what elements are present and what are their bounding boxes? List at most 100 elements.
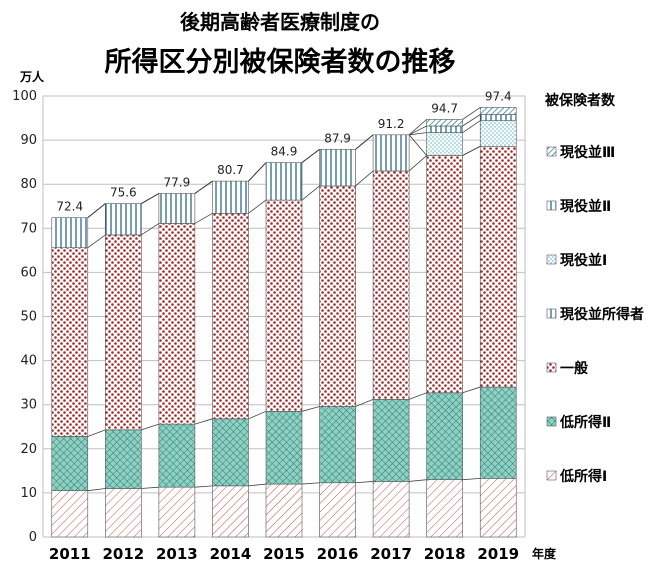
bar-segment: [426, 119, 463, 127]
series-line: [87, 429, 106, 437]
bar-segment: [426, 392, 463, 480]
y-tick-label: 0: [29, 530, 37, 545]
bar-segment: [212, 213, 249, 420]
series-line: [462, 120, 481, 133]
series-line: [141, 223, 160, 236]
legend-label: 低所得Ⅰ: [559, 468, 607, 485]
series-line: [355, 134, 374, 150]
y-tick-label: 50: [20, 310, 37, 325]
x-tick-label: 2014: [210, 545, 252, 563]
legend-swatch: [546, 362, 557, 373]
bar-segment: [372, 481, 410, 538]
y-tick-label: 60: [20, 265, 37, 280]
bar-segment: [479, 107, 517, 115]
bar-segment: [158, 486, 196, 538]
series-line: [355, 399, 374, 407]
x-tick-label: 2016: [317, 545, 359, 563]
legend-title: 被保険者数: [545, 93, 615, 109]
bar-segment: [158, 193, 196, 224]
legend-label: 現役並Ⅰ: [560, 252, 607, 269]
bar-segment: [265, 483, 303, 538]
series-line: [462, 477, 481, 481]
legend-swatch: [546, 200, 557, 211]
bar-segment: [319, 149, 356, 187]
data-labels: 72.4 75.6 77.9 80.7 84.9 87.9 91.2 94.7 97.4: [56, 89, 511, 213]
total-data-label: 94.7: [431, 101, 458, 115]
series-line: [408, 392, 427, 400]
legend-swatch: [546, 416, 557, 427]
series-line: [141, 423, 160, 431]
series-line: [301, 185, 320, 201]
bar-segment: [319, 406, 356, 484]
series-line: [248, 162, 267, 182]
legend-label: 現役並所得者: [560, 306, 644, 323]
bar-segment: [212, 418, 249, 487]
x-tick-label: 2018: [424, 545, 466, 563]
series-line: [194, 485, 213, 488]
bar-segment: [265, 411, 303, 485]
bar-segment: [265, 199, 303, 412]
series-line: [355, 481, 374, 484]
bar-segment: [51, 217, 89, 249]
series-line: [408, 134, 427, 156]
series-line: [462, 114, 481, 127]
bar-segment: [51, 436, 89, 491]
y-tick-label: 100: [12, 89, 37, 104]
bar-segment: [319, 185, 356, 407]
bar-segment: [479, 386, 517, 479]
bar-segment: [105, 203, 142, 236]
series-line: [248, 410, 267, 420]
legend-swatch: [546, 146, 557, 157]
bar-segment: [265, 162, 303, 201]
legend-label: 現役並Ⅲ: [560, 144, 615, 161]
y-tick-label: 80: [20, 177, 37, 192]
series-line: [301, 149, 320, 163]
chart-title-line1: 後期高齢者医療制度の: [180, 10, 380, 34]
series-line: [462, 386, 481, 394]
x-tick-label: 2012: [102, 545, 144, 563]
bar-segment: [212, 180, 249, 214]
x-tick-label: 2013: [156, 545, 198, 563]
bar-segment: [479, 114, 517, 121]
bar-segment: [158, 223, 196, 425]
x-axis-unit: 年度: [532, 547, 557, 561]
series-line: [141, 193, 160, 204]
x-axis: 2011 2012 2013 2014 2015 2016 2017 2018 2019: [49, 545, 519, 563]
y-axis-unit: 万人: [20, 70, 45, 84]
y-tick-label: 30: [20, 398, 37, 413]
x-tick-label: 2011: [49, 545, 91, 563]
series-line: [462, 107, 481, 120]
series-connectors: [87, 107, 481, 492]
total-data-label: 80.7: [217, 163, 244, 177]
series-line: [194, 180, 213, 194]
bar-segment: [426, 155, 463, 394]
bar-segment: [319, 482, 356, 538]
x-tick-label: 2015: [263, 545, 305, 563]
legend-label: 一般: [560, 360, 588, 377]
total-data-label: 84.9: [271, 145, 298, 159]
series-line: [87, 488, 106, 492]
bar-segment: [372, 399, 410, 482]
bar-segment: [372, 170, 410, 400]
series-line: [87, 203, 106, 219]
series-line: [301, 482, 320, 485]
series-line: [462, 145, 481, 156]
bar-segment: [51, 247, 89, 437]
series-line: [248, 199, 267, 214]
series-line: [194, 418, 213, 425]
chart-title-line2: 所得区分別被保険者数の推移: [104, 47, 456, 78]
total-data-label: 72.4: [56, 200, 83, 214]
legend-swatch: [546, 470, 557, 481]
y-tick-label: 70: [20, 221, 37, 236]
y-tick-label: 90: [20, 133, 37, 148]
series-line: [87, 234, 106, 249]
total-data-label: 75.6: [110, 186, 137, 200]
series-line: [409, 132, 427, 136]
bar-segment: [479, 145, 517, 388]
total-data-label: 77.9: [164, 175, 191, 189]
series-line: [408, 119, 427, 136]
bar-segment: [372, 134, 410, 172]
y-tick-label: 20: [20, 442, 37, 457]
series-line: [194, 212, 213, 224]
